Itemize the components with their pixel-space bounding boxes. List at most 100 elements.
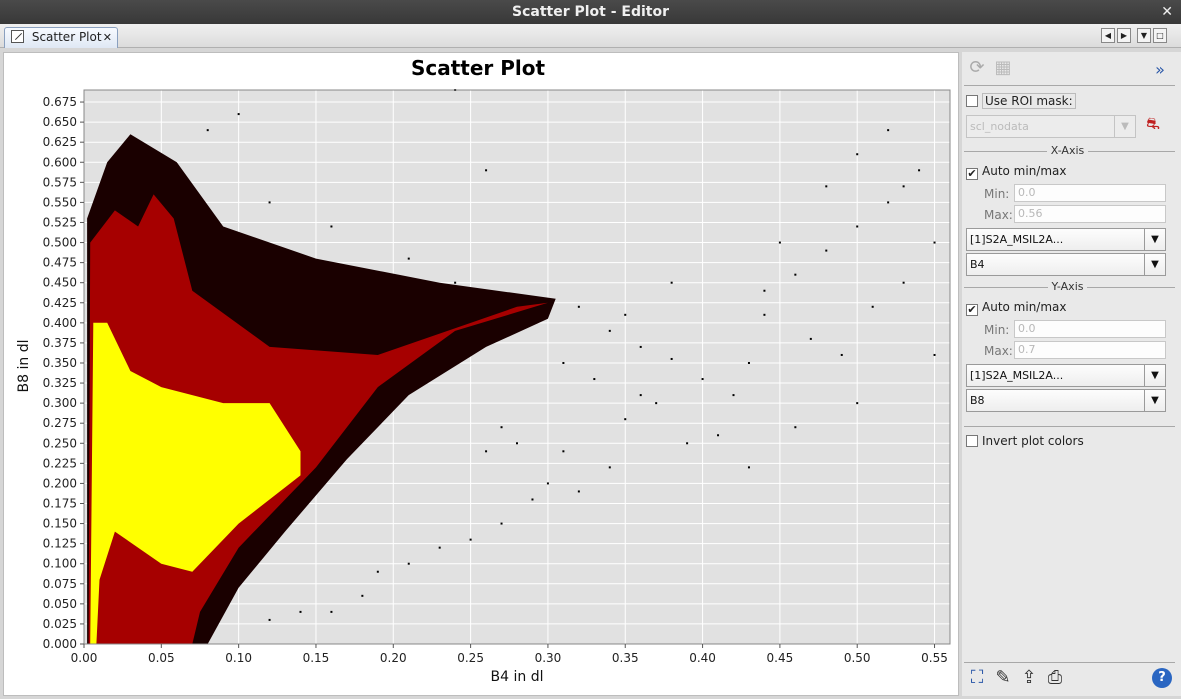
tab-maximize-button[interactable]: □ — [1153, 28, 1167, 43]
window-close-button[interactable]: ✕ — [1161, 4, 1173, 20]
collapse-panel-button[interactable]: » — [1155, 60, 1165, 79]
roi-mask-select[interactable]: scl_nodata ▼ — [966, 115, 1136, 138]
y-tick-label: 0.200 — [43, 476, 77, 490]
y-tick-label: 0.650 — [43, 115, 77, 129]
tab-scatter-plot[interactable]: Scatter Plot ✕ — [4, 27, 118, 48]
scatter-point — [206, 129, 209, 132]
x-auto-minmax-checkbox[interactable]: ✔ — [966, 167, 978, 180]
scatter-point — [361, 594, 364, 597]
scatter-point — [701, 378, 704, 381]
scatter-point — [717, 434, 720, 437]
scatter-point — [732, 394, 735, 397]
scatter-point — [531, 498, 534, 501]
x-tick-label: 0.40 — [689, 651, 716, 665]
x-product-select[interactable]: [1]S2A_MSIL2A... ▼ — [966, 228, 1166, 251]
scatter-point — [577, 305, 580, 308]
y-tick-label: 0.500 — [43, 236, 77, 250]
scatter-point — [918, 169, 921, 172]
plot-frame — [83, 89, 951, 645]
scatter-point — [639, 345, 642, 348]
scatter-point — [407, 562, 410, 565]
table-view-icon[interactable]: ▦ — [994, 57, 1012, 78]
print-icon[interactable]: ⎙ — [1047, 667, 1063, 688]
scatter-point — [500, 426, 503, 429]
use-roi-checkbox[interactable] — [966, 95, 978, 107]
y-tick-label: 0.675 — [43, 95, 77, 109]
scatter-point — [856, 402, 859, 405]
use-roi-label: Use ROI mask: — [982, 93, 1076, 109]
y-auto-minmax-checkbox[interactable]: ✔ — [966, 303, 978, 316]
scatter-point — [562, 361, 565, 364]
x-tick-label: 0.00 — [71, 651, 98, 665]
scatter-point — [299, 610, 302, 613]
scatter-point — [407, 257, 410, 260]
density-region-high — [90, 322, 301, 644]
y-axis-label: B8 in dl — [16, 339, 32, 393]
edit-icon[interactable]: ✎ — [995, 667, 1011, 688]
bottom-separator — [964, 662, 1175, 663]
y-tick-label: 0.600 — [43, 155, 77, 169]
x-tick-label: 0.35 — [612, 651, 639, 665]
chevron-down-icon: ▼ — [1144, 254, 1165, 275]
editor-tab-bar: Scatter Plot ✕ ◀ ▶ ▼ □ — [0, 24, 1181, 48]
y-tick-label: 0.375 — [43, 336, 77, 350]
y-tick-label: 0.550 — [43, 195, 77, 209]
y-tick-label: 0.325 — [43, 376, 77, 390]
options-separator — [964, 426, 1175, 427]
x-max-field[interactable]: 0.56 — [1014, 205, 1166, 223]
y-min-field[interactable]: 0.0 — [1014, 320, 1166, 338]
scatter-point — [747, 361, 750, 364]
y-tick-label: 0.175 — [43, 496, 77, 510]
scatter-point — [593, 378, 596, 381]
tab-prev-button[interactable]: ◀ — [1101, 28, 1115, 43]
y-band-select[interactable]: B8 ▼ — [966, 389, 1166, 412]
density-layer — [87, 134, 556, 644]
scatter-point — [469, 538, 472, 541]
x-min-field[interactable]: 0.0 — [1014, 184, 1166, 202]
x-tick-label: 0.50 — [844, 651, 871, 665]
chart-title: Scatter Plot — [410, 56, 546, 80]
tab-next-button[interactable]: ▶ — [1117, 28, 1131, 43]
chevron-down-icon: ▼ — [1144, 390, 1165, 411]
scatter-point — [686, 442, 689, 445]
y-auto-minmax-label: Auto min/max — [982, 300, 1067, 314]
scatter-point — [655, 402, 658, 405]
y-tick-label: 0.475 — [43, 256, 77, 270]
refresh-icon[interactable]: ⟳ — [969, 57, 985, 78]
scatter-point — [763, 313, 766, 316]
y-min-label: Min: — [984, 323, 1010, 337]
scatter-point — [268, 201, 271, 204]
x-axis-label: B4 in dl — [490, 669, 544, 685]
help-icon[interactable]: ? — [1152, 668, 1172, 688]
export-icon[interactable]: ⇪ — [1021, 667, 1037, 688]
scatter-plot-chart[interactable]: 0.00 0.05 0.10 0.15 0.20 0.25 0.30 0.35 0.40 0.45… — [0, 0, 962, 699]
mask-manager-icon[interactable]: ⛐ — [1146, 114, 1160, 133]
scatter-point — [670, 281, 673, 284]
y-band-value: B8 — [970, 394, 985, 407]
zoom-all-icon[interactable]: ⛶ — [970, 667, 984, 688]
scatter-point — [454, 281, 457, 284]
tab-close-button[interactable]: ✕ — [102, 31, 112, 44]
scatter-point — [670, 357, 673, 360]
x-axis-ticks: 0.00 0.05 0.10 0.15 0.20 0.25 0.30 0.35 0.40 0.45… — [71, 644, 948, 665]
scatter-point — [330, 610, 333, 613]
x-band-select[interactable]: B4 ▼ — [966, 253, 1166, 276]
y-product-select[interactable]: [1]S2A_MSIL2A... ▼ — [966, 364, 1166, 387]
x-auto-minmax-row: ✔ Auto min/max — [966, 164, 1067, 180]
scatter-point — [809, 337, 812, 340]
tab-menu-button[interactable]: ▼ — [1137, 28, 1151, 43]
y-tick-label: 0.275 — [43, 416, 77, 430]
window-title-bar: Scatter Plot - Editor ✕ — [0, 0, 1181, 24]
scatter-point — [546, 482, 549, 485]
scatter-point — [825, 185, 828, 188]
scatter-point — [902, 185, 905, 188]
use-roi-row: Use ROI mask: — [966, 93, 1076, 109]
y-axis-section-title: Y-Axis — [962, 280, 1173, 293]
invert-colors-checkbox[interactable] — [966, 435, 978, 447]
y-max-field[interactable]: 0.7 — [1014, 341, 1166, 359]
y-tick-label: 0.225 — [43, 456, 77, 470]
scatter-point — [624, 418, 627, 421]
y-tick-label: 0.150 — [43, 517, 77, 531]
invert-colors-row: Invert plot colors — [966, 434, 1084, 448]
scatter-point — [562, 450, 565, 453]
